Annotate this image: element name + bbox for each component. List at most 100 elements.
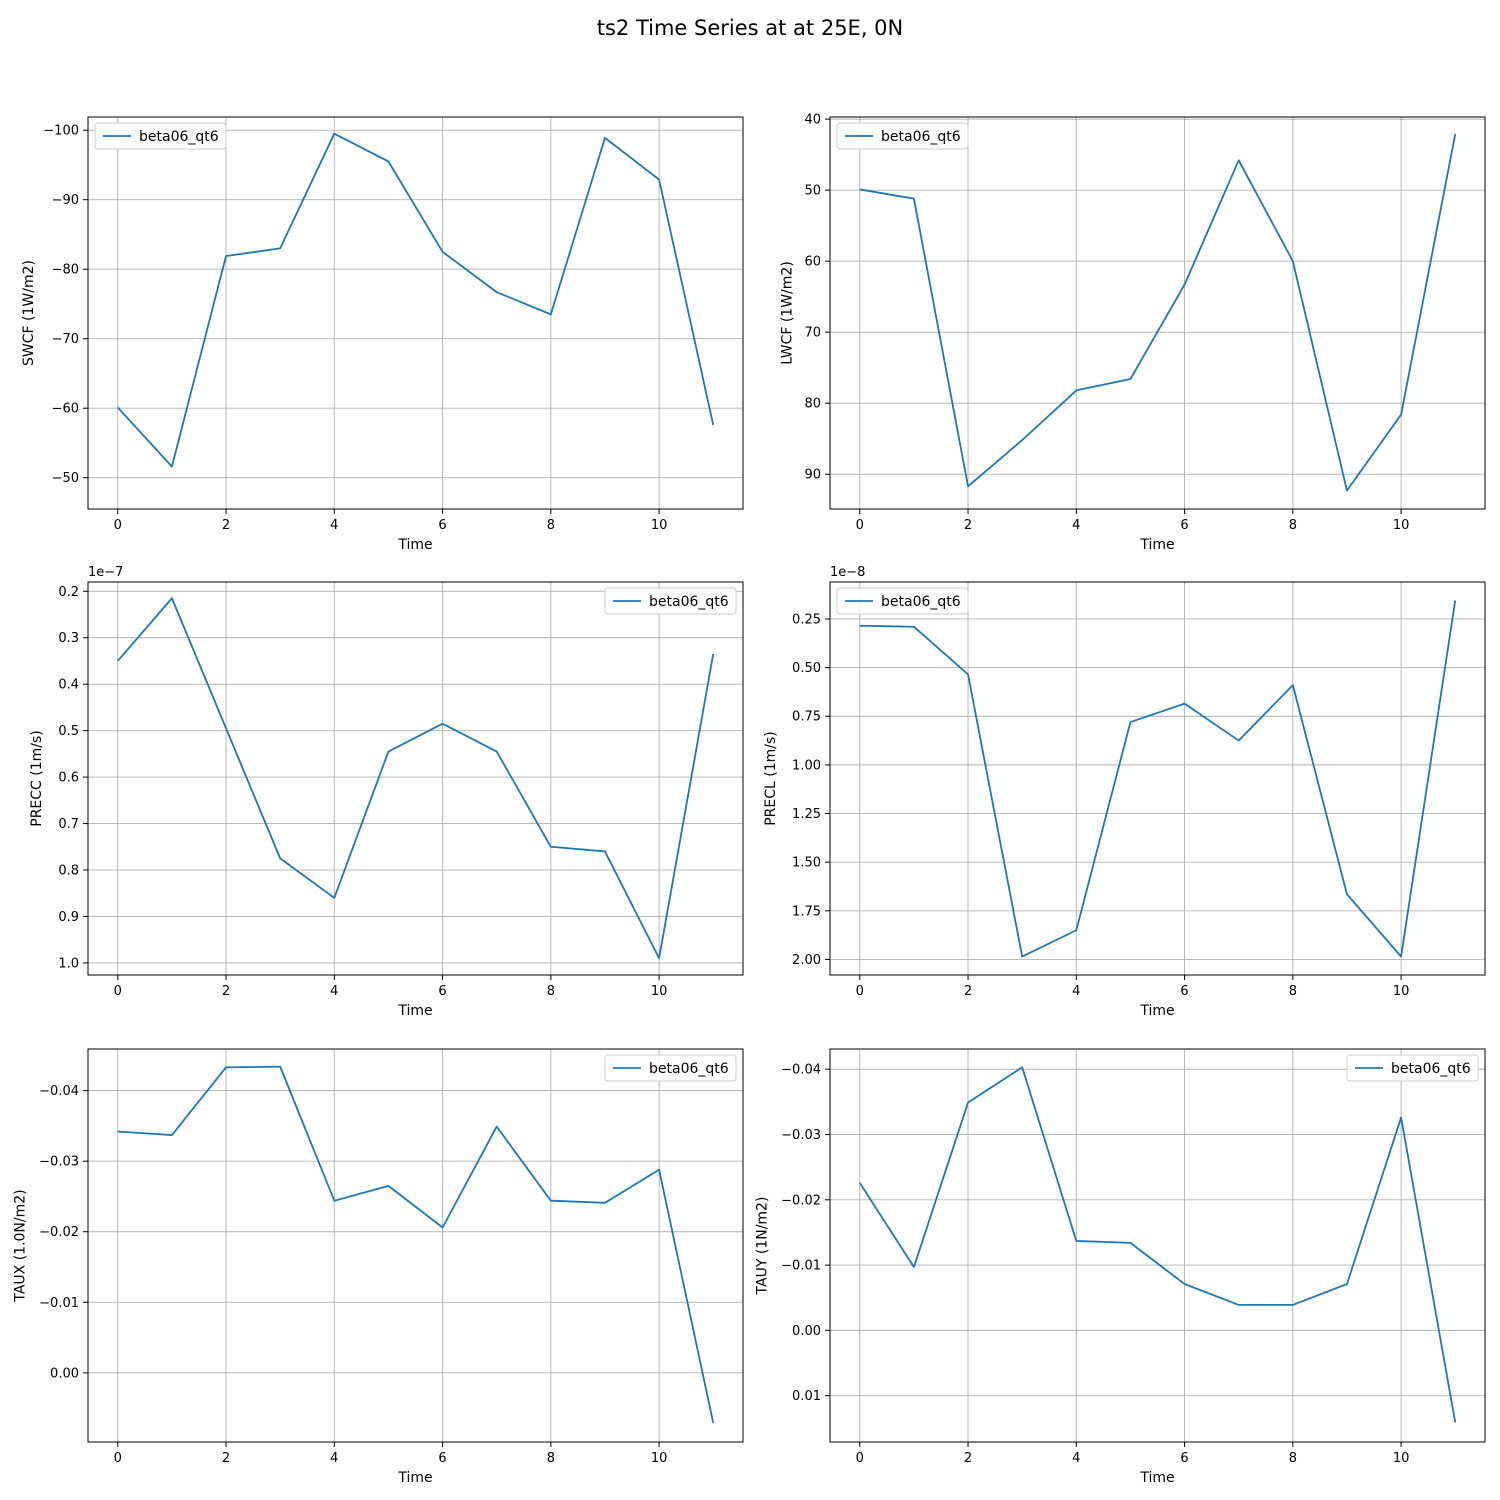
series-line (117, 132, 715, 468)
legend-box (94, 122, 227, 150)
y-tick-label: 0.9 (58, 910, 79, 925)
subplot-5: 0 2 4 6 8 10 −0.04 −0.03 −0.02 −0.01 0.00 Time TAUX … (13, 1048, 744, 1486)
axes-frame (829, 116, 1486, 510)
x-tick-label: 0 (856, 984, 864, 999)
y-tick-label: 1.50 (792, 856, 821, 871)
y-tick-label: 50 (804, 184, 821, 199)
series-line (117, 1065, 715, 1424)
y-tick-label: 60 (804, 255, 821, 270)
y-tick-label: −80 (52, 263, 79, 278)
y-tick-label: 0.3 (58, 631, 79, 646)
x-tick-label: 10 (651, 984, 668, 999)
y-tick-label: 1.0 (58, 956, 79, 971)
y-axis-label: PRECL (1m/s) (763, 731, 779, 826)
y-tick-label: −50 (52, 471, 79, 486)
x-tick-label: 4 (1072, 1451, 1080, 1466)
y-tick-label: 0.2 (58, 585, 79, 600)
x-tick-label: 2 (964, 984, 972, 999)
y-axis-label: TAUY (1N/m2) (755, 1197, 771, 1296)
y-tick-label: 0.75 (792, 710, 821, 725)
legend-entry: beta06_qt6 (649, 594, 729, 610)
y-tick-label: 90 (804, 468, 821, 483)
legend-entry: beta06_qt6 (1391, 1061, 1471, 1077)
y-tick-label: −0.04 (39, 1084, 79, 1099)
x-tick-label: 6 (1180, 518, 1188, 533)
axes-frame (829, 581, 1486, 976)
y-tick-label: 1.75 (792, 904, 821, 919)
y-tick-label: −0.03 (39, 1155, 79, 1170)
x-tick-label: 6 (438, 1451, 446, 1466)
legend-box (836, 122, 969, 150)
x-axis-label: Time (397, 1003, 432, 1019)
series-line (859, 1066, 1457, 1423)
y-tick-label: −0.02 (39, 1225, 79, 1240)
legend-entry: beta06_qt6 (881, 594, 961, 610)
y-tick-label: 0.7 (58, 817, 79, 832)
axes-frame (87, 581, 744, 976)
x-axis-label: Time (397, 537, 432, 553)
x-tick-label: 2 (222, 984, 230, 999)
subplot-1: 0 2 4 6 8 10 −100 −90 −80 −70 −60 −50 Time SWCF (1W/m… (21, 116, 744, 553)
x-tick-label: 8 (547, 518, 555, 533)
y-tick-label: 2.00 (792, 953, 821, 968)
legend-entry: beta06_qt6 (649, 1061, 729, 1077)
legend: beta06_qt6 (836, 587, 969, 615)
y-tick-label: −90 (52, 193, 79, 208)
x-tick-label: 2 (222, 518, 230, 533)
y-tick-label: 0.8 (58, 864, 79, 879)
legend: beta06_qt6 (604, 587, 737, 615)
legend: beta06_qt6 (1346, 1054, 1479, 1082)
x-tick-label: 0 (856, 1451, 864, 1466)
legend-entry: beta06_qt6 (139, 129, 219, 145)
y-tick-label: −0.01 (39, 1296, 79, 1311)
legend-box (1346, 1054, 1479, 1082)
legend-entry: beta06_qt6 (881, 129, 961, 145)
legend: beta06_qt6 (604, 1054, 737, 1082)
subplot-4: 0 2 4 6 8 10 0.25 0.50 0.75 1.00 1.25 1.50 1.75 2.00 T… (763, 565, 1486, 1019)
y-tick-label: 80 (804, 397, 821, 412)
y-tick-label: 0.50 (792, 661, 821, 676)
y-tick-label: 40 (804, 113, 821, 128)
x-tick-label: 2 (964, 518, 972, 533)
y-axis-label: LWCF (1W/m2) (779, 261, 795, 365)
x-tick-label: 4 (330, 984, 338, 999)
x-tick-label: 6 (438, 984, 446, 999)
x-tick-label: 8 (1289, 1451, 1297, 1466)
y-tick-label: −0.04 (781, 1063, 821, 1078)
y-tick-label: 1.00 (792, 758, 821, 773)
x-tick-label: 8 (547, 1451, 555, 1466)
y-tick-label: 0.6 (58, 771, 79, 786)
subplot-6: 0 2 4 6 8 10 −0.04 −0.03 −0.02 −0.01 0.00 0.01 Time T… (755, 1048, 1486, 1486)
y-tick-label: 0.01 (792, 1389, 821, 1404)
y-offset-label: 1e−7 (88, 565, 123, 580)
y-axis-label: SWCF (1W/m2) (21, 260, 37, 366)
y-tick-label: −60 (52, 402, 79, 417)
subplot-3: 0 2 4 6 8 10 0.2 0.3 0.4 0.5 0.6 0.7 0.8 0.9 1.0 Time PR… (29, 565, 744, 1019)
x-tick-label: 6 (438, 518, 446, 533)
y-tick-label: 70 (804, 326, 821, 341)
y-tick-label: 0.4 (58, 678, 79, 693)
x-tick-label: 0 (114, 518, 122, 533)
y-tick-label: −70 (52, 332, 79, 347)
legend-box (604, 587, 737, 615)
y-tick-label: 1.25 (792, 807, 821, 822)
y-offset-label: 1e−8 (830, 565, 865, 580)
x-axis-label: Time (1139, 537, 1174, 553)
x-tick-label: 4 (330, 518, 338, 533)
axes-frame (829, 1048, 1486, 1443)
x-tick-label: 10 (651, 1451, 668, 1466)
y-axis-label: PRECC (1m/s) (29, 730, 45, 827)
x-tick-label: 10 (651, 518, 668, 533)
figure-title: ts2 Time Series at at 25E, 0N (596, 16, 904, 40)
y-tick-label: −0.02 (781, 1193, 821, 1208)
legend: beta06_qt6 (836, 122, 969, 150)
y-axis-label: TAUX (1.0N/m2) (13, 1189, 29, 1302)
x-tick-label: 0 (114, 984, 122, 999)
x-tick-label: 8 (1289, 984, 1297, 999)
x-axis-label: Time (1139, 1003, 1174, 1019)
y-tick-label: 0.5 (58, 724, 79, 739)
legend-box (836, 587, 969, 615)
x-tick-label: 10 (1393, 518, 1410, 533)
axes-frame (87, 1048, 744, 1443)
